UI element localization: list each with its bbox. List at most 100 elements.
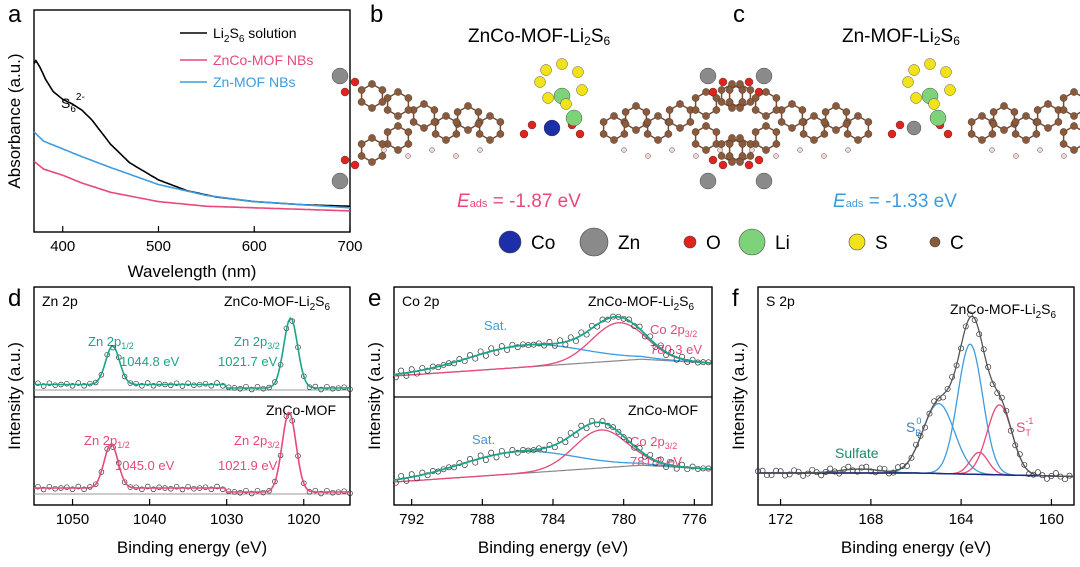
- atom: [762, 88, 770, 96]
- atom: [394, 122, 402, 130]
- series-line-zn-mof-nbs: [33, 131, 351, 209]
- atom: [381, 147, 387, 153]
- atom: [442, 112, 450, 120]
- panel-f-frame: [757, 286, 1075, 506]
- atom: [378, 140, 387, 148]
- legend-label-zn: Zn-MOF NBs: [213, 74, 295, 90]
- data-point: [845, 463, 852, 470]
- atom: [908, 64, 920, 76]
- atom: [576, 84, 588, 96]
- atom: [820, 130, 829, 138]
- atom: [940, 66, 952, 78]
- panel-e-tick-label: 784: [540, 511, 565, 528]
- data-point: [243, 383, 249, 390]
- atom: [749, 147, 755, 153]
- atom: [751, 128, 760, 136]
- panel-d-tick-label: 1020: [287, 511, 320, 528]
- atom: [845, 147, 851, 153]
- atom: [686, 118, 695, 126]
- data-point: [858, 464, 865, 471]
- panel-e-ticks: 792 788 784 780 776: [399, 499, 707, 528]
- atom: [1070, 146, 1078, 154]
- atom: [430, 106, 439, 114]
- atom: [1044, 124, 1052, 132]
- data-point: [69, 383, 76, 389]
- data-point: [318, 490, 324, 497]
- atom: [978, 112, 986, 120]
- atom: [702, 112, 710, 120]
- panel-d-tick-label: 1050: [56, 511, 89, 528]
- data-point: [214, 483, 220, 490]
- zn-mof-li2s6-structure: [699, 58, 1080, 190]
- data-point: [944, 385, 951, 392]
- panel-d-letter: d: [8, 285, 21, 312]
- atom: [643, 130, 652, 138]
- atom: [1011, 130, 1020, 138]
- atom-legend-label: Li: [775, 233, 790, 254]
- atom: [340, 155, 350, 165]
- atom: [452, 118, 461, 126]
- data-point: [75, 380, 82, 386]
- atom: [989, 108, 998, 116]
- atom: [599, 130, 608, 138]
- data-point: [541, 446, 548, 453]
- data-point: [46, 483, 53, 490]
- atom: [842, 108, 851, 116]
- panel-f-tick-label: 168: [858, 511, 883, 528]
- atom: [357, 86, 366, 94]
- data-point: [173, 483, 180, 490]
- panel-c-energy: Eads = -1.33 eV: [833, 191, 957, 212]
- panel-d-sample-bottom: ZnCo-MOF: [266, 402, 336, 418]
- atom-legend-label: Co: [531, 233, 555, 254]
- data-point: [610, 424, 617, 431]
- data-point: [185, 483, 191, 490]
- atom: [702, 88, 710, 96]
- data-point: [777, 468, 784, 475]
- atom: [1054, 118, 1063, 126]
- data-point: [289, 318, 295, 324]
- zn-atom-icon: [579, 227, 609, 257]
- data-point: [318, 386, 324, 393]
- atom: [632, 102, 640, 110]
- panel-c: c Zn-MOF-Li2S6 Eads = -1.33 eV: [699, 1, 1080, 212]
- atom: [420, 124, 428, 132]
- data-point: [243, 487, 249, 494]
- data-point: [254, 383, 261, 390]
- panel-e-letter: e: [368, 285, 381, 312]
- atom: [519, 129, 529, 139]
- data-point: [620, 434, 627, 441]
- atom: [394, 88, 402, 96]
- atom: [643, 118, 652, 126]
- panel-f-curves: [755, 311, 1073, 483]
- panel-d-bottom-peak1-label: Zn 2p1/2: [84, 433, 130, 450]
- atom: [442, 136, 450, 144]
- atom: [350, 77, 360, 87]
- atom: [717, 152, 726, 160]
- fit-line: [34, 316, 350, 389]
- atom: [712, 128, 721, 136]
- atom: [669, 147, 675, 153]
- panel-a-tick-label: 600: [242, 238, 267, 255]
- panel-f-sample: ZnCo-MOF-Li2S6: [950, 301, 1056, 321]
- atom: [474, 108, 483, 116]
- panel-d-core-level: Zn 2p: [42, 293, 78, 309]
- panel-b-energy: Eads = -1.87 eV: [457, 191, 581, 212]
- panel-d-sample-top: ZnCo-MOF-Li2S6: [224, 293, 330, 313]
- data-point: [312, 487, 319, 494]
- atom: [642, 108, 651, 116]
- atom: [1022, 112, 1030, 120]
- co-atom-icon: [498, 230, 522, 254]
- panel-e-tick-label: 792: [399, 511, 424, 528]
- atom: [864, 118, 873, 126]
- atom: [717, 98, 726, 106]
- c-atom-icon: [929, 236, 941, 248]
- panel-a-ylabel: Absorbance (a.u.): [5, 53, 24, 188]
- atom: [821, 108, 830, 116]
- atom: [556, 58, 568, 70]
- atom: [368, 134, 376, 142]
- panel-f-tick-label: 160: [1039, 511, 1064, 528]
- panel-d-frame: [33, 286, 351, 506]
- panel-c-title: Zn-MOF-Li2S6: [842, 26, 960, 48]
- atom: [621, 120, 630, 128]
- panel-e-top-sat: Sat.: [484, 318, 507, 333]
